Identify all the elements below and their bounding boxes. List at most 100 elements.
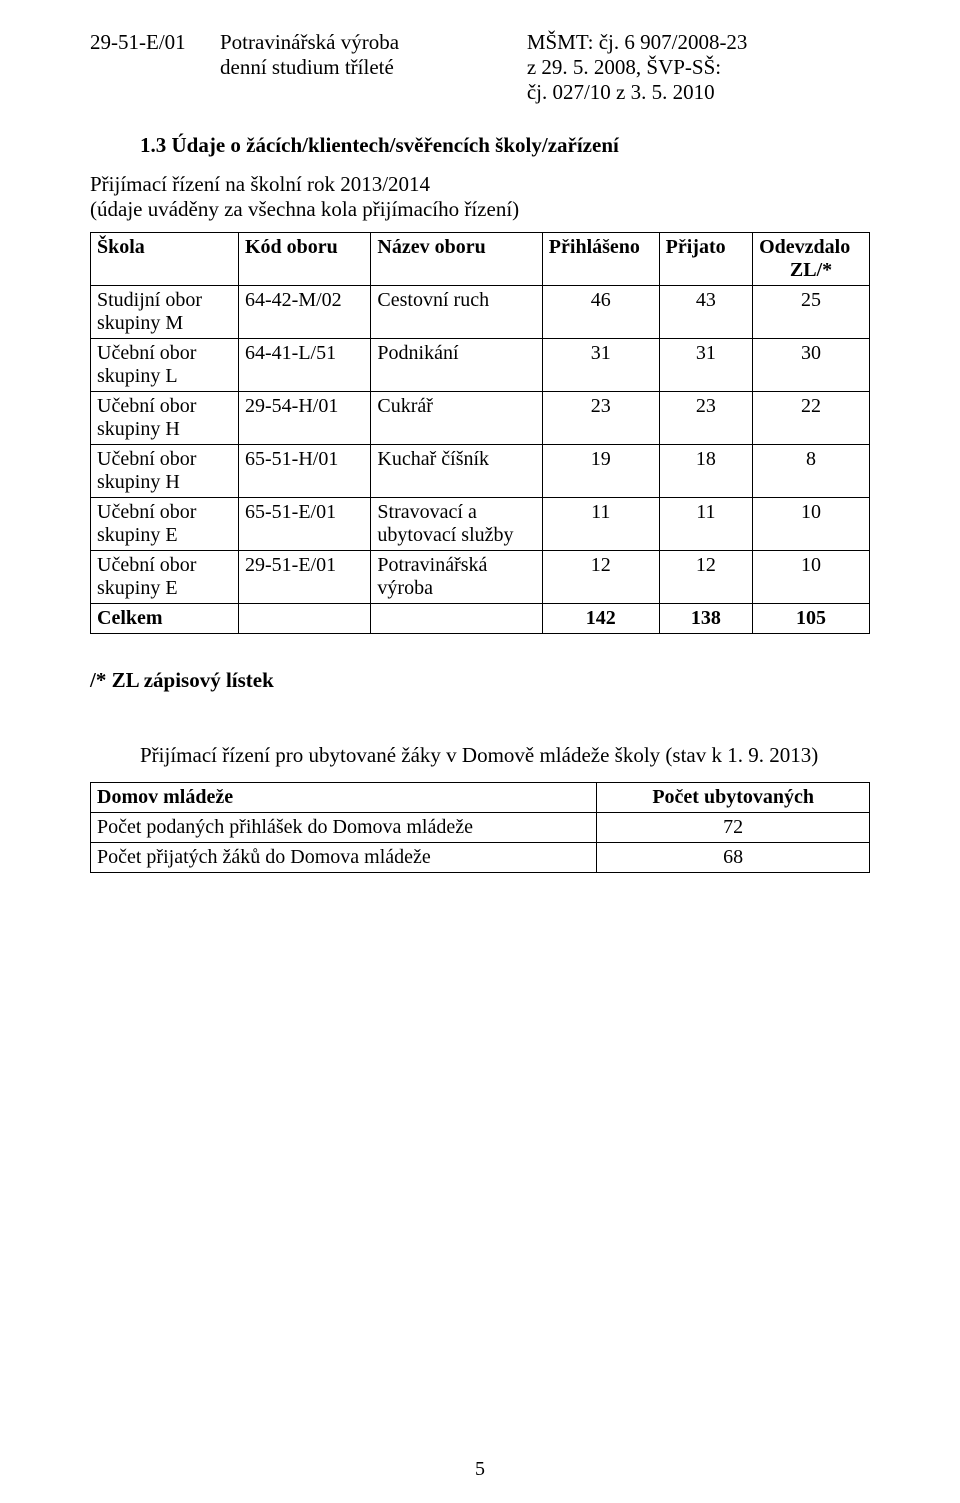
cell-kod: 64-42-M/02 (239, 286, 371, 339)
cell-kod: 29-51-E/01 (239, 551, 371, 604)
table-row: Učební oborskupiny L 64-41-L/51 Podnikán… (91, 339, 870, 392)
cell-odevzdalo: 10 (753, 498, 870, 551)
header-code: 29-51-E/01 (90, 30, 220, 55)
cell-text: skupiny E (97, 524, 178, 546)
table-row: Počet podaných přihlášek do Domova mláde… (91, 813, 870, 843)
cell-text: Učební obor (97, 501, 196, 523)
cell-nazev: Podnikání (371, 339, 542, 392)
cell-text: Učební obor (97, 395, 196, 417)
cell-text: výroba (377, 577, 433, 599)
cell-skola: Učební oborskupiny L (91, 339, 239, 392)
cell-text: skupiny L (97, 365, 178, 387)
cell-prihlaseno: 19 (542, 445, 659, 498)
cell-text: Učební obor (97, 448, 196, 470)
cell-odevzdalo: 22 (753, 392, 870, 445)
cell-odevzdalo: 10 (753, 551, 870, 604)
total-odevzdalo: 105 (753, 604, 870, 634)
cell-text: Potravinářská (377, 554, 487, 576)
cell-prihlaseno: 12 (542, 551, 659, 604)
cell-prihlaseno: 23 (542, 392, 659, 445)
table-row: Počet přijatých žáků do Domova mládeže 6… (91, 843, 870, 873)
dorm-table: Domov mládeže Počet ubytovaných Počet po… (90, 782, 870, 873)
section-title: 1.3 Údaje o žácích/klientech/svěřencích … (140, 133, 870, 158)
th-prihlaseno: Přihlášeno (542, 233, 659, 286)
th-prijato: Přijato (659, 233, 752, 286)
cell-odevzdalo: 30 (753, 339, 870, 392)
cell-nazev: Kuchař číšník (371, 445, 542, 498)
cell-text: skupiny H (97, 418, 180, 440)
admissions-table: Škola Kód oboru Název oboru Přihlášeno P… (90, 232, 870, 634)
section2-title: Přijímací řízení pro ubytované žáky v Do… (140, 743, 870, 768)
header-right-line2: z 29. 5. 2008, ŠVP-SŠ: (527, 55, 870, 80)
total-empty (239, 604, 371, 634)
table-row: Učební oborskupiny E 29-51-E/01 Potravin… (91, 551, 870, 604)
cell-text: Studijní obor (97, 289, 202, 311)
cell-nazev: Cestovní ruch (371, 286, 542, 339)
cell-text: Stravovací a (377, 501, 476, 523)
header-right-line3: čj. 027/10 z 3. 5. 2010 (527, 80, 870, 105)
cell-skola: Studijní oborskupiny M (91, 286, 239, 339)
header-program-name: Potravinářská výroba (220, 30, 399, 55)
table-row: Učební oborskupiny H 65-51-H/01 Kuchař č… (91, 445, 870, 498)
cell-kod: 65-51-E/01 (239, 498, 371, 551)
header-left-line2: denní studium tříleté (220, 55, 527, 80)
table-row: Učební oborskupiny E 65-51-E/01 Stravova… (91, 498, 870, 551)
total-prihlaseno: 142 (542, 604, 659, 634)
header-left: 29-51-E/01 Potravinářská výroba denní st… (90, 30, 527, 105)
header-right: MŠMT: čj. 6 907/2008-23 z 29. 5. 2008, Š… (527, 30, 870, 105)
table-header-row: Domov mládeže Počet ubytovaných (91, 783, 870, 813)
cell-skola: Učební oborskupiny H (91, 445, 239, 498)
cell-label: Počet podaných přihlášek do Domova mláde… (91, 813, 597, 843)
cell-nazev: Potravinářskávýroba (371, 551, 542, 604)
cell-nazev: Stravovací aubytovací služby (371, 498, 542, 551)
th-odevzdalo: Odevzdalo ZL/* (753, 233, 870, 286)
cell-odevzdalo: 25 (753, 286, 870, 339)
cell-value: 72 (597, 813, 870, 843)
cell-kod: 65-51-H/01 (239, 445, 371, 498)
cell-prijato: 18 (659, 445, 752, 498)
section-subtitle-2: (údaje uváděny za všechna kola přijímací… (90, 197, 870, 222)
total-empty (371, 604, 542, 634)
th-kod: Kód oboru (239, 233, 371, 286)
cell-prihlaseno: 11 (542, 498, 659, 551)
cell-text: Učební obor (97, 554, 196, 576)
cell-odevzdalo: 8 (753, 445, 870, 498)
cell-prijato: 31 (659, 339, 752, 392)
cell-kod: 64-41-L/51 (239, 339, 371, 392)
cell-skola: Učební oborskupiny E (91, 498, 239, 551)
cell-nazev: Cukrář (371, 392, 542, 445)
cell-kod: 29-54-H/01 (239, 392, 371, 445)
cell-prihlaseno: 46 (542, 286, 659, 339)
cell-text: skupiny H (97, 471, 180, 493)
th-domov: Domov mládeže (91, 783, 597, 813)
table-row: Učební oborskupiny H 29-54-H/01 Cukrář 2… (91, 392, 870, 445)
th-skola: Škola (91, 233, 239, 286)
footnote: /* ZL zápisový lístek (90, 668, 870, 693)
table-header-row: Škola Kód oboru Název oboru Přihlášeno P… (91, 233, 870, 286)
cell-prijato: 43 (659, 286, 752, 339)
cell-prihlaseno: 31 (542, 339, 659, 392)
th-odevzdalo-l2: ZL/* (759, 259, 863, 282)
cell-skola: Učební oborskupiny E (91, 551, 239, 604)
th-nazev: Název oboru (371, 233, 542, 286)
total-label: Celkem (91, 604, 239, 634)
header-right-line1: MŠMT: čj. 6 907/2008-23 (527, 30, 870, 55)
doc-header: 29-51-E/01 Potravinářská výroba denní st… (90, 30, 870, 105)
cell-text: skupiny M (97, 312, 183, 334)
cell-prijato: 11 (659, 498, 752, 551)
cell-skola: Učební oborskupiny H (91, 392, 239, 445)
section-subtitle-1: Přijímací řízení na školní rok 2013/2014 (90, 172, 870, 197)
cell-label: Počet přijatých žáků do Domova mládeže (91, 843, 597, 873)
cell-text: Učební obor (97, 342, 196, 364)
total-prijato: 138 (659, 604, 752, 634)
cell-prijato: 12 (659, 551, 752, 604)
page-number: 5 (0, 1458, 960, 1481)
cell-prijato: 23 (659, 392, 752, 445)
th-pocet: Počet ubytovaných (597, 783, 870, 813)
th-odevzdalo-l1: Odevzdalo (759, 236, 850, 258)
cell-value: 68 (597, 843, 870, 873)
table-row: Studijní oborskupiny M 64-42-M/02 Cestov… (91, 286, 870, 339)
cell-text: ubytovací služby (377, 524, 513, 546)
cell-text: skupiny E (97, 577, 178, 599)
table-total-row: Celkem 142 138 105 (91, 604, 870, 634)
